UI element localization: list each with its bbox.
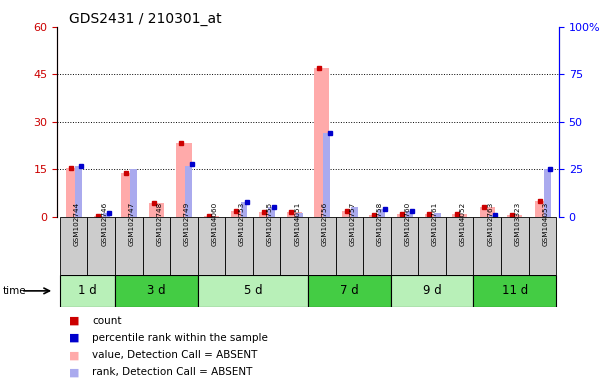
Text: GSM102749: GSM102749 [184,202,190,246]
Bar [535,201,550,217]
Bar [335,217,363,275]
Text: GSM102760: GSM102760 [404,202,410,246]
Bar [231,211,246,217]
Text: GSM102747: GSM102747 [129,202,135,246]
Bar [424,214,440,217]
Text: GSM102758: GSM102758 [377,202,383,246]
Bar [130,169,137,217]
Text: GSM103323: GSM103323 [515,202,521,246]
Bar [474,275,556,307]
Bar [391,275,474,307]
Text: GSM102748: GSM102748 [156,202,162,246]
Text: 3 d: 3 d [147,285,166,297]
Bar [342,211,357,217]
Bar [198,217,225,275]
Text: GSM102755: GSM102755 [267,202,273,246]
Bar [66,168,81,217]
Bar [268,207,275,217]
Bar [60,217,87,275]
Text: ■: ■ [69,367,79,377]
Text: 9 d: 9 d [423,285,442,297]
Text: value, Detection Call = ABSENT: value, Detection Call = ABSENT [92,350,257,360]
Bar [391,217,418,275]
Bar [259,212,274,217]
Bar [142,217,170,275]
Text: GSM104060: GSM104060 [212,202,218,246]
Bar [379,209,385,217]
Bar [225,217,253,275]
Bar [87,217,115,275]
Text: GSM104053: GSM104053 [542,202,548,246]
Text: ■: ■ [69,350,79,360]
Bar [474,217,501,275]
Bar [198,275,308,307]
Bar [121,173,136,217]
Bar [323,133,330,217]
Bar [149,203,164,217]
Bar [115,275,198,307]
Text: GSM102746: GSM102746 [101,202,107,246]
Bar [452,214,467,217]
Text: GSM104052: GSM104052 [460,202,466,246]
Bar [103,213,109,217]
Bar [501,217,529,275]
Bar [186,166,192,217]
Text: time: time [3,286,26,296]
Bar [176,142,192,217]
Text: rank, Detection Call = ABSENT: rank, Detection Call = ABSENT [92,367,252,377]
Text: count: count [92,316,121,326]
Bar [75,166,82,217]
Text: 7 d: 7 d [340,285,359,297]
Text: GDS2431 / 210301_at: GDS2431 / 210301_at [69,12,222,25]
Text: 11 d: 11 d [502,285,528,297]
Bar [287,212,302,217]
Bar [94,216,109,217]
Bar [60,275,115,307]
Text: GSM104051: GSM104051 [294,202,300,246]
Bar [507,215,522,217]
Text: GSM102761: GSM102761 [432,202,438,246]
Bar [406,211,413,217]
Bar [529,217,556,275]
Bar [170,217,198,275]
Bar [433,213,441,217]
Bar [489,215,496,217]
Text: 5 d: 5 d [243,285,262,297]
Bar [397,214,412,217]
Bar [446,217,474,275]
Bar [308,217,335,275]
Text: GSM102753: GSM102753 [239,202,245,246]
Bar [281,217,308,275]
Text: GSM102763: GSM102763 [487,202,493,246]
Bar [240,202,248,217]
Bar [544,169,551,217]
Bar [418,217,446,275]
Text: GSM102744: GSM102744 [74,202,80,246]
Bar [363,217,391,275]
Text: 1 d: 1 d [78,285,97,297]
Bar [115,217,142,275]
Bar [351,207,358,217]
Bar [480,207,495,217]
Bar [314,68,329,217]
Bar [204,216,219,217]
Text: GSM102757: GSM102757 [349,202,355,246]
Text: GSM102756: GSM102756 [322,202,328,246]
Text: ■: ■ [69,333,79,343]
Bar [308,275,391,307]
Bar [296,213,303,217]
Text: ■: ■ [69,316,79,326]
Text: percentile rank within the sample: percentile rank within the sample [92,333,268,343]
Bar [253,217,281,275]
Bar [370,215,385,217]
